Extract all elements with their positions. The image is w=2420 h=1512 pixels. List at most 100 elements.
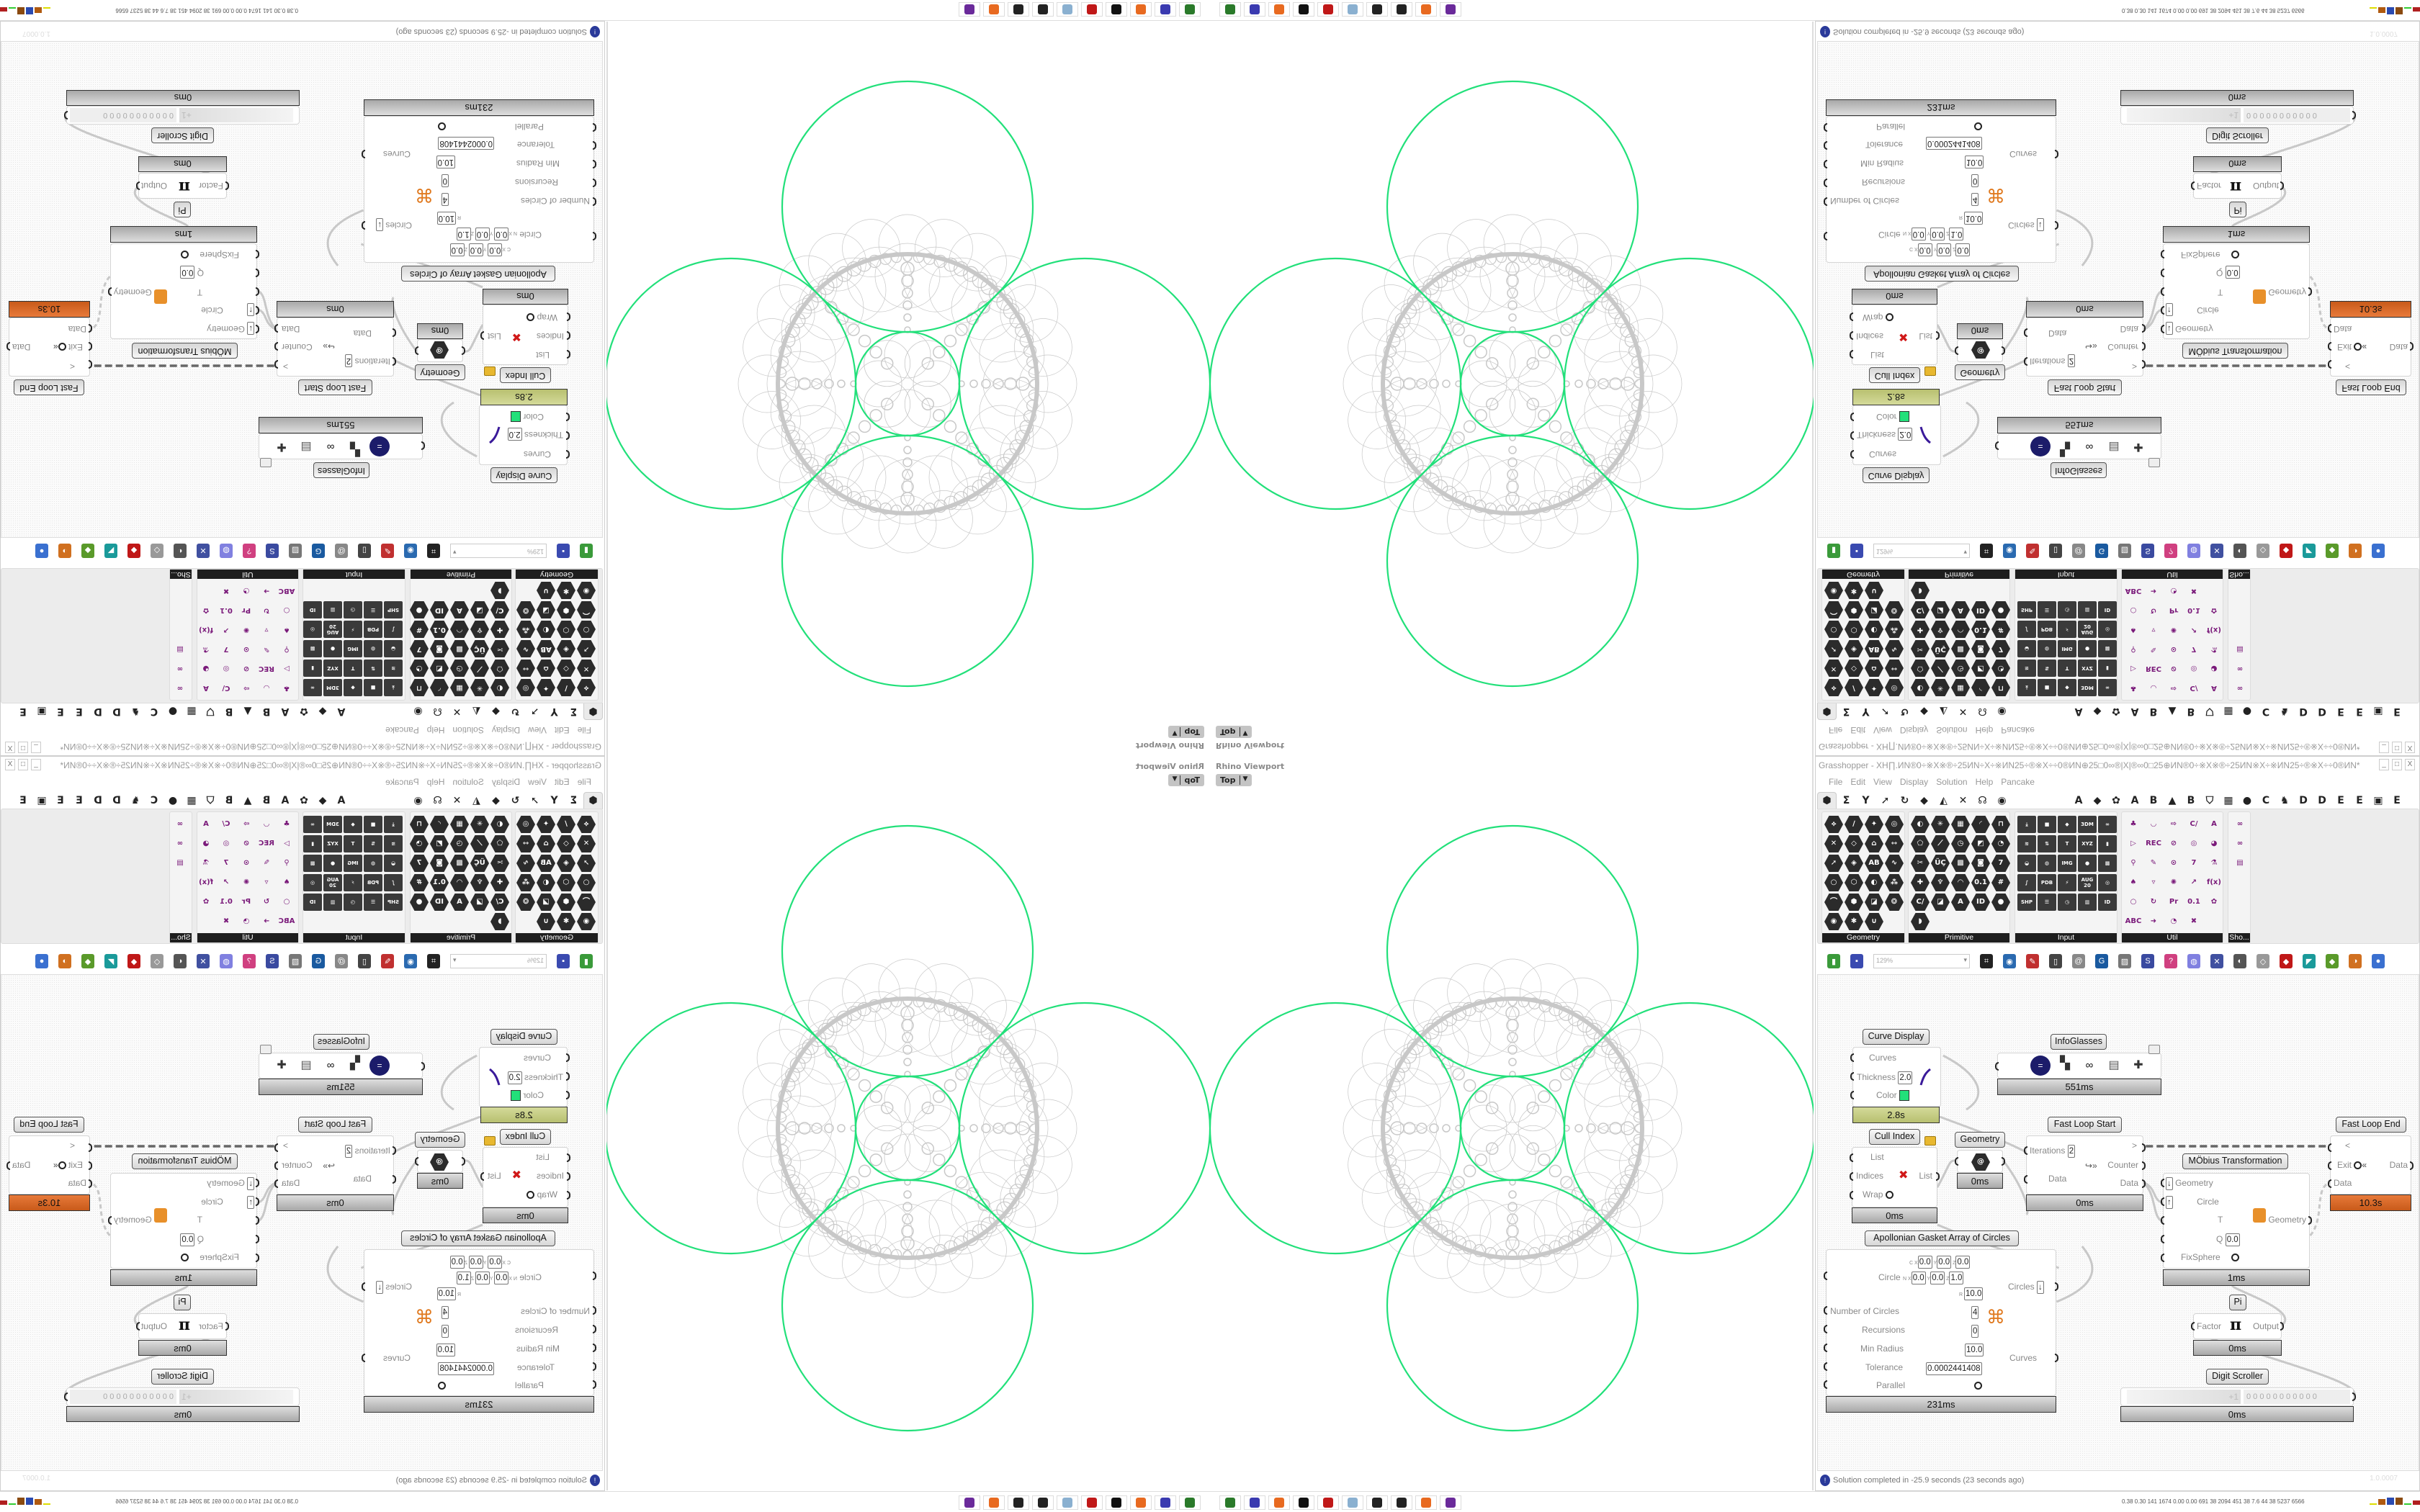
normal-x-field[interactable]: 0.0 [494, 228, 509, 240]
component-icon[interactable]: f(x) [199, 626, 213, 634]
component-icon[interactable]: ⚗ [202, 645, 210, 653]
toolbar-icon[interactable]: ◇ [151, 954, 163, 968]
digit-scroller-node[interactable]: +1 0 0 0 0 0 0 0 0 0 0 0 [2120, 106, 2356, 125]
component-icon[interactable]: ⇨ [243, 684, 250, 692]
component-icon[interactable]: C/ [222, 684, 230, 692]
center-y-field[interactable]: 0.0 [468, 1256, 483, 1269]
output-port[interactable] [64, 1392, 68, 1401]
component-icon[interactable]: ∿ [1885, 639, 1904, 658]
component-icon[interactable]: ◐ [1865, 874, 1883, 891]
thickness-field[interactable]: 2.0 [507, 428, 522, 441]
component-icon[interactable]: ♣ [283, 820, 290, 828]
taskbar-app-firefox[interactable] [983, 1495, 1005, 1510]
component-icon[interactable]: ⌒ [577, 893, 596, 912]
infoglasses-node[interactable]: = ▚ ∞ ▤ ✚ [1995, 433, 2161, 459]
toolbar-icon[interactable]: ✕ [2210, 954, 2223, 968]
center-z-field[interactable]: 0.0 [1955, 243, 1971, 256]
puzzle-icon[interactable]: ✚ [277, 1059, 287, 1071]
fast-loop-start-node[interactable]: Iterations 2 Data > ↪» Counter Data [274, 318, 396, 377]
component-icon[interactable]: ∞ [176, 665, 184, 672]
component-tab[interactable]: ✕ [452, 795, 462, 806]
minimize-button[interactable]: _ [2379, 759, 2389, 770]
component-tab[interactable]: C [150, 795, 158, 806]
input-port[interactable] [1995, 441, 1999, 450]
component-icon[interactable]: ABC [278, 917, 295, 925]
menu-help[interactable]: Help [1975, 725, 1994, 735]
arrow-down-icon[interactable]: ↓ [247, 1177, 254, 1190]
cabinet-icon[interactable]: ▤ [2108, 441, 2120, 453]
component-icon[interactable]: ♠ [283, 626, 290, 634]
component-icon[interactable]: ▦ [1951, 678, 1970, 697]
toolbar-icon[interactable]: ◍ [2187, 544, 2200, 558]
recursions-field[interactable]: 0 [441, 174, 449, 187]
component-icon[interactable]: ∞ [2098, 679, 2117, 696]
component-icon[interactable]: REC [2146, 665, 2161, 672]
input-port[interactable] [1850, 1091, 1854, 1099]
component-icon[interactable]: 0.1 [1971, 874, 1990, 891]
component-icon[interactable]: # [410, 873, 429, 892]
output-port[interactable] [362, 221, 365, 230]
geometry-node[interactable]: @ [415, 1150, 465, 1173]
toolbar-icon[interactable]: ✎ [381, 954, 394, 968]
component-icon[interactable]: ⇨ [2170, 820, 2177, 828]
component-icon[interactable]: ◎ [223, 840, 230, 847]
component-icon[interactable]: 0.1 [430, 873, 449, 892]
component-tab[interactable]: A [2130, 706, 2139, 717]
component-icon[interactable]: ◡ [2151, 820, 2156, 828]
scroller-sign[interactable]: +1 [179, 108, 293, 122]
component-icon[interactable]: ♣ [2130, 820, 2137, 828]
component-tab[interactable]: E [76, 706, 83, 717]
output-port[interactable] [274, 1179, 278, 1188]
mobius-transformation-node[interactable]: ↓ Geometry ↑ Circle T Geometry Q 0.0 Fix… [108, 1173, 259, 1269]
component-tab[interactable]: ☊ [433, 706, 442, 717]
component-tab[interactable]: Y [550, 706, 558, 717]
zoom-field[interactable]: 129% [450, 544, 547, 558]
component-tab[interactable]: A [2074, 706, 2083, 717]
component-icon[interactable]: ⚲ [284, 645, 290, 653]
digit-scroller-node[interactable]: +1 0 0 0 0 0 0 0 0 0 0 0 [64, 1387, 300, 1406]
taskbar-app-firefox[interactable] [1268, 1495, 1290, 1510]
glasses-icon[interactable]: ∞ [2085, 1059, 2094, 1071]
toolbar-icon[interactable]: ◆ [2326, 954, 2339, 968]
center-y-field[interactable]: 0.0 [1937, 1256, 1952, 1269]
taskbar-app-app-h[interactable] [1008, 2, 1029, 17]
input-port[interactable] [1850, 1072, 1854, 1081]
toolbar-icon[interactable]: ▨ [289, 954, 302, 968]
infoglasses-label[interactable]: InfoGlasses [2051, 1034, 2107, 1050]
component-icon[interactable]: 7 [2191, 859, 2197, 867]
toolbar-icon[interactable]: ◑ [58, 954, 71, 968]
input-port[interactable] [2024, 357, 2027, 366]
component-tab[interactable]: D [112, 706, 121, 717]
component-icon[interactable]: ⟋ [1931, 659, 1950, 678]
component-icon[interactable]: ⤓ [384, 679, 403, 696]
component-icon[interactable]: 7 [410, 854, 429, 873]
pi-label[interactable]: Pi [174, 202, 191, 217]
toolbar-icon[interactable]: ◆ [2280, 544, 2293, 558]
input-port[interactable] [2161, 269, 2164, 277]
component-tab[interactable]: ☊ [433, 795, 442, 806]
component-icon[interactable]: ☰ [2038, 894, 2056, 911]
component-tab[interactable]: ⬢ [1817, 703, 1837, 720]
output-port[interactable] [64, 111, 68, 120]
output-port[interactable] [2352, 1392, 2356, 1401]
toolbar-icon[interactable]: ▨ [2118, 544, 2131, 558]
close-button[interactable]: X [2405, 759, 2415, 770]
input-port[interactable] [1850, 450, 1854, 459]
input-port[interactable] [2328, 1179, 2331, 1188]
component-icon[interactable]: ◉ [577, 581, 596, 600]
component-icon[interactable]: ➜ [263, 917, 270, 925]
component-icon[interactable]: ∞ [303, 679, 322, 696]
input-port[interactable] [2328, 324, 2331, 333]
component-tab[interactable]: ⛉ [206, 706, 215, 717]
component-icon[interactable]: ✎ [263, 645, 270, 653]
fixsphere-toggle[interactable] [2231, 1254, 2240, 1262]
component-icon[interactable]: ▷ [284, 840, 290, 847]
component-icon[interactable]: 0.1 [2187, 606, 2200, 614]
component-icon[interactable]: ◪ [1865, 600, 1883, 619]
panel-label[interactable]: Util [197, 933, 298, 942]
component-icon[interactable]: ▥ [323, 894, 342, 911]
arrow-down-icon[interactable]: ↓ [376, 1281, 383, 1294]
component-icon[interactable]: ◠ [450, 873, 469, 892]
taskbar-app-settings[interactable] [1317, 1495, 1339, 1510]
scroller-sign[interactable]: +1 [2127, 1390, 2241, 1404]
